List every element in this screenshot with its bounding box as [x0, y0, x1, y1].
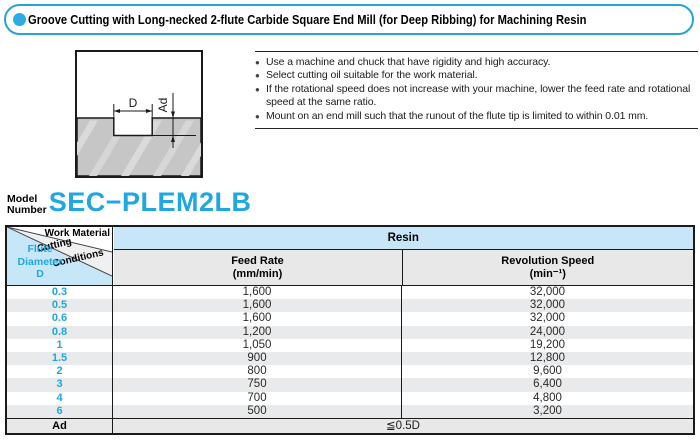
flute-d-cell: 3 [7, 378, 113, 392]
flute-diameter-label: Flute Diameter D [17, 243, 63, 280]
groove-width-label: D [129, 96, 138, 110]
note-text: Mount on an end mill such that the runou… [266, 109, 649, 122]
bullet-icon: ● [255, 71, 260, 81]
revolution-speed-cell: 32,000 [529, 312, 566, 325]
ad-value: ≦0.5D [386, 419, 420, 432]
column-headers: Feed Rate (mm/min) Revolution Speed (min… [113, 250, 693, 285]
dim-arrow-up [171, 135, 175, 142]
note-text: Use a machine and chuck that have rigidi… [266, 56, 551, 68]
table-row: 1.5 900 12,800 [7, 351, 693, 366]
groove-notch [113, 116, 153, 136]
usage-notes: ● Use a machine and chuck that have rigi… [255, 51, 698, 130]
feed-rate-cell: 1,600 [113, 286, 402, 300]
dim-arrow-down [171, 111, 175, 118]
page-title: Groove Cutting with Long-necked 2-flute … [28, 12, 587, 27]
table-row: 0.6 1,600 32,000 [7, 312, 693, 326]
bullet-icon: ● [255, 84, 260, 94]
table-row: 6 500 3,200 [7, 404, 693, 418]
feed-rate-cell: 1,600 [113, 312, 402, 326]
flute-d-cell: 1.5 [7, 351, 113, 366]
bullet-icon: ● [255, 58, 260, 67]
table-footer-row: Ad ≦0.5D [7, 417, 693, 433]
note-item: ● Select cutting oil suitable for the wo… [255, 69, 698, 82]
revolution-speed-cell: 32,000 [529, 286, 566, 298]
work-material-header: Resin [113, 227, 693, 250]
dim-arrow-right [146, 109, 153, 113]
title-banner: Groove Cutting with Long-necked 2-flute … [4, 4, 694, 35]
table-row: 1 1,050 19,200 [7, 338, 693, 352]
table-row: 4 700 4,800 [7, 391, 693, 405]
dim-arrow-left [113, 109, 120, 113]
groove-depth-label: Ad [156, 98, 170, 113]
revolution-speed-header: Revolution Speed (min⁻¹) [402, 250, 693, 285]
note-text: Select cutting oil suitable for the work… [266, 69, 478, 82]
table-row: 3 750 6,400 [7, 378, 693, 392]
table-body: 0.3 1,600 32,000 0.5 1,600 32,000 0.6 1,600 32,0… [7, 286, 693, 418]
revolution-speed-cell: 4,800 [533, 391, 562, 404]
flute-d-cell: 6 [7, 404, 113, 418]
note-item: ● Use a machine and chuck that have rigi… [255, 56, 698, 69]
flute-d-cell: 0.5 [7, 299, 113, 313]
flute-d-cell: 1 [7, 338, 113, 352]
feed-rate-header: Feed Rate (mm/min) [113, 250, 403, 285]
ad-label: Ad [7, 418, 113, 433]
feed-rate-cell: 700 [113, 391, 402, 405]
model-number-row: Model Number SEC−PLEM2LB [7, 187, 252, 217]
revolution-speed-cell: 32,000 [529, 299, 566, 312]
table-header: Work Material Cutting Conditions Flute D… [7, 227, 693, 286]
table-corner-cell: Work Material Cutting Conditions Flute D… [7, 227, 113, 285]
flute-d-cell: 0.8 [7, 325, 113, 339]
feed-rate-cell: 1,050 [113, 338, 402, 352]
flute-d-cell: 4 [7, 391, 113, 405]
feed-rate-cell: 1,200 [113, 325, 402, 339]
table-row: 0.3 1,600 32,000 [7, 286, 693, 300]
revolution-speed-cell: 3,200 [533, 404, 562, 417]
model-number: SEC−PLEM2LB [48, 187, 252, 217]
groove-diagram-svg: D Ad [77, 93, 201, 176]
revolution-speed-cell: 19,200 [529, 338, 566, 351]
note-item: ● If the rotational speed does not incre… [255, 83, 698, 110]
note-text: If the rotational speed does not increas… [266, 82, 691, 109]
model-number-caption: Model Number [7, 193, 47, 216]
flute-d-cell: 0.6 [7, 312, 113, 326]
feed-rate-cell: 500 [113, 404, 402, 418]
corner-diagonals [7, 227, 112, 277]
feed-rate-cell: 900 [113, 351, 402, 366]
table-row: 2 800 9,600 [7, 365, 693, 379]
work-material-label: Work Material [44, 228, 110, 239]
table-row: 0.5 1,600 32,000 [7, 299, 693, 313]
cutting-conditions-table: Work Material Cutting Conditions Flute D… [5, 225, 695, 435]
flute-d-cell: 0.3 [7, 286, 113, 300]
bullet-icon: ● [255, 111, 260, 121]
feed-rate-cell: 800 [113, 365, 402, 379]
feed-rate-cell: 750 [113, 378, 402, 392]
revolution-speed-cell: 6,400 [533, 378, 562, 391]
table-row: 0.8 1,200 24,000 [7, 325, 693, 339]
flute-d-cell: 2 [7, 365, 113, 379]
note-item: ● Mount on an end mill such that the run… [255, 110, 698, 123]
blue-dot-icon [13, 13, 26, 26]
groove-diagram: D Ad [75, 50, 203, 178]
revolution-speed-cell: 24,000 [529, 325, 566, 338]
feed-rate-cell: 1,600 [113, 299, 402, 313]
revolution-speed-cell: 12,800 [529, 351, 566, 364]
revolution-speed-cell: 9,600 [533, 365, 562, 378]
